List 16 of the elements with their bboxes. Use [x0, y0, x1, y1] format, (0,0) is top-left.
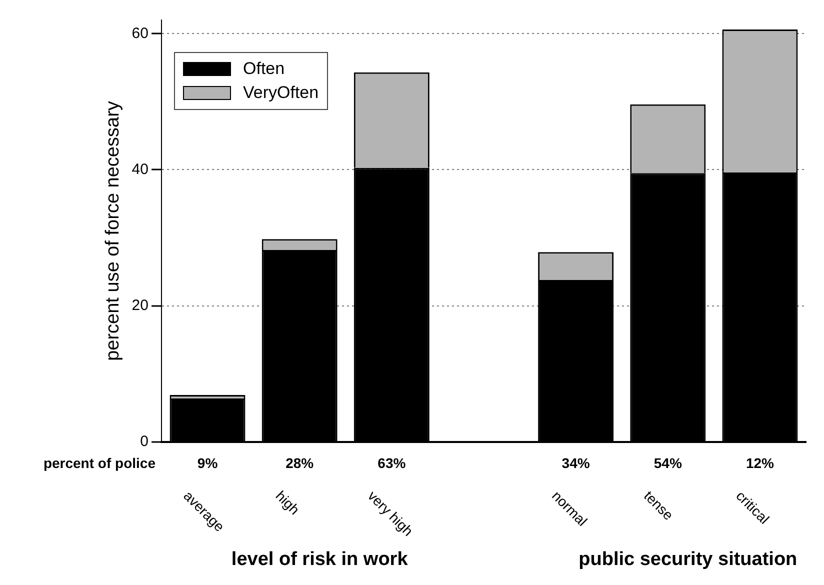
legend-label: Often [243, 58, 285, 80]
text: level of risk in work [231, 549, 408, 570]
y-tick-label: 0 [140, 433, 148, 450]
text: public security situation [578, 549, 798, 570]
text: 63% [378, 454, 406, 471]
text: percent of police [43, 454, 156, 471]
text: 28% [286, 454, 314, 471]
y-tick-label: 40 [132, 160, 148, 178]
text: 54% [654, 454, 682, 471]
text: 12% [746, 454, 775, 471]
y-axis-title: percent use of force necessary [102, 100, 124, 361]
y-tick-label: 20 [132, 297, 148, 314]
y-tick-label: 60 [132, 24, 148, 42]
legend-label: VeryOften [243, 82, 319, 104]
text: 9% [197, 454, 218, 471]
text: 34% [562, 454, 590, 471]
